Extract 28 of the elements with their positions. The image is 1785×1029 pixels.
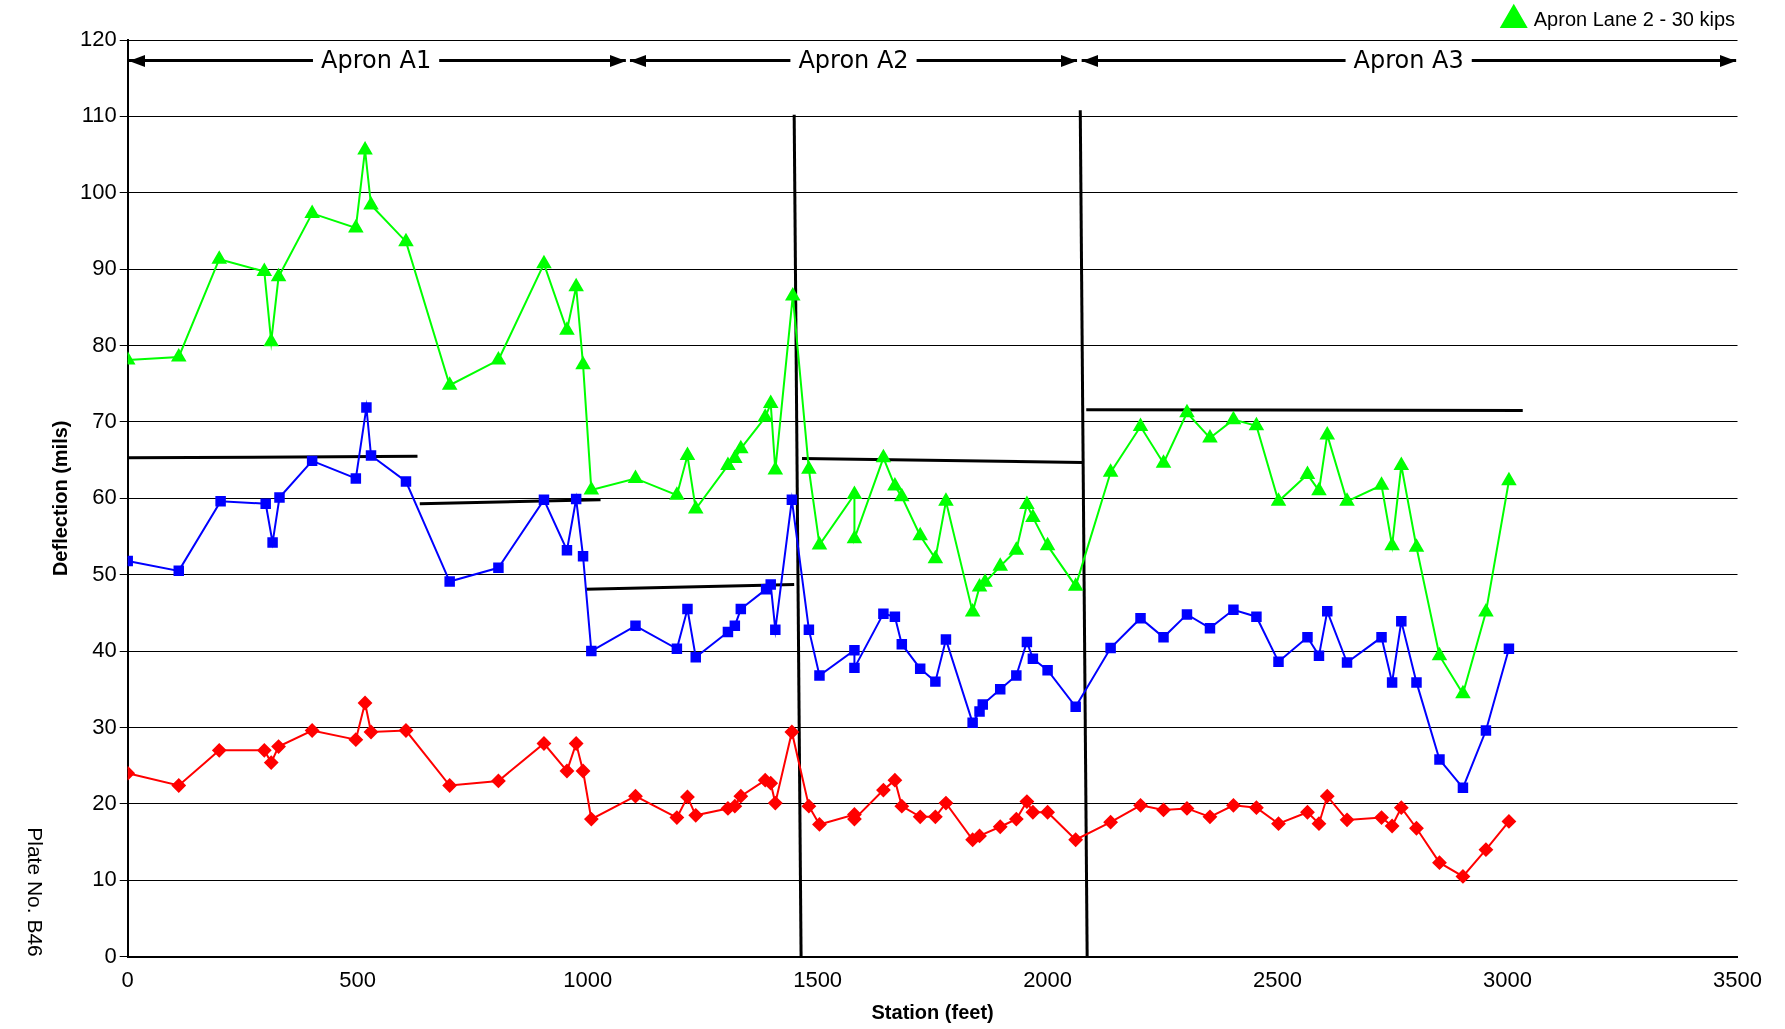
y-tick-label: 90 [92, 255, 117, 281]
y-tick-label: 80 [92, 331, 117, 357]
y-tick-label: 20 [92, 789, 117, 815]
y-tick-label: 0 [104, 942, 117, 968]
x-tick-label: 1500 [793, 966, 843, 992]
y-axis-title: Deflection (mils) [48, 420, 71, 577]
x-tick-label: 1000 [563, 966, 613, 992]
x-tick-label: 3000 [1483, 966, 1533, 992]
y-tick-label: 100 [79, 178, 117, 204]
annotation: Apron A3 [1353, 45, 1464, 74]
y-tick-label: 70 [92, 407, 117, 433]
y-tick-label: 10 [92, 866, 117, 892]
y-tick-label: 60 [92, 484, 117, 510]
annotation: Apron A2 [798, 45, 909, 74]
x-tick-label: 500 [339, 966, 377, 992]
legend-label: Apron Lane 2 - 30 kips [1533, 7, 1736, 30]
x-tick-label: 2500 [1253, 966, 1303, 992]
x-tick-label: 0 [121, 966, 134, 992]
y-tick-label: 50 [92, 560, 117, 586]
y-tick-label: 120 [79, 26, 117, 52]
y-tick-label: 110 [81, 102, 117, 128]
x-axis-title: Station (feet) [871, 1000, 994, 1023]
text: Plate No. B46 [22, 827, 47, 957]
x-tick-label: 2000 [1023, 966, 1073, 992]
x-tick-label: 3500 [1713, 966, 1763, 992]
y-tick-label: 40 [92, 637, 117, 663]
annotation: Apron A1 [320, 45, 432, 74]
y-tick-label: 30 [92, 713, 117, 739]
